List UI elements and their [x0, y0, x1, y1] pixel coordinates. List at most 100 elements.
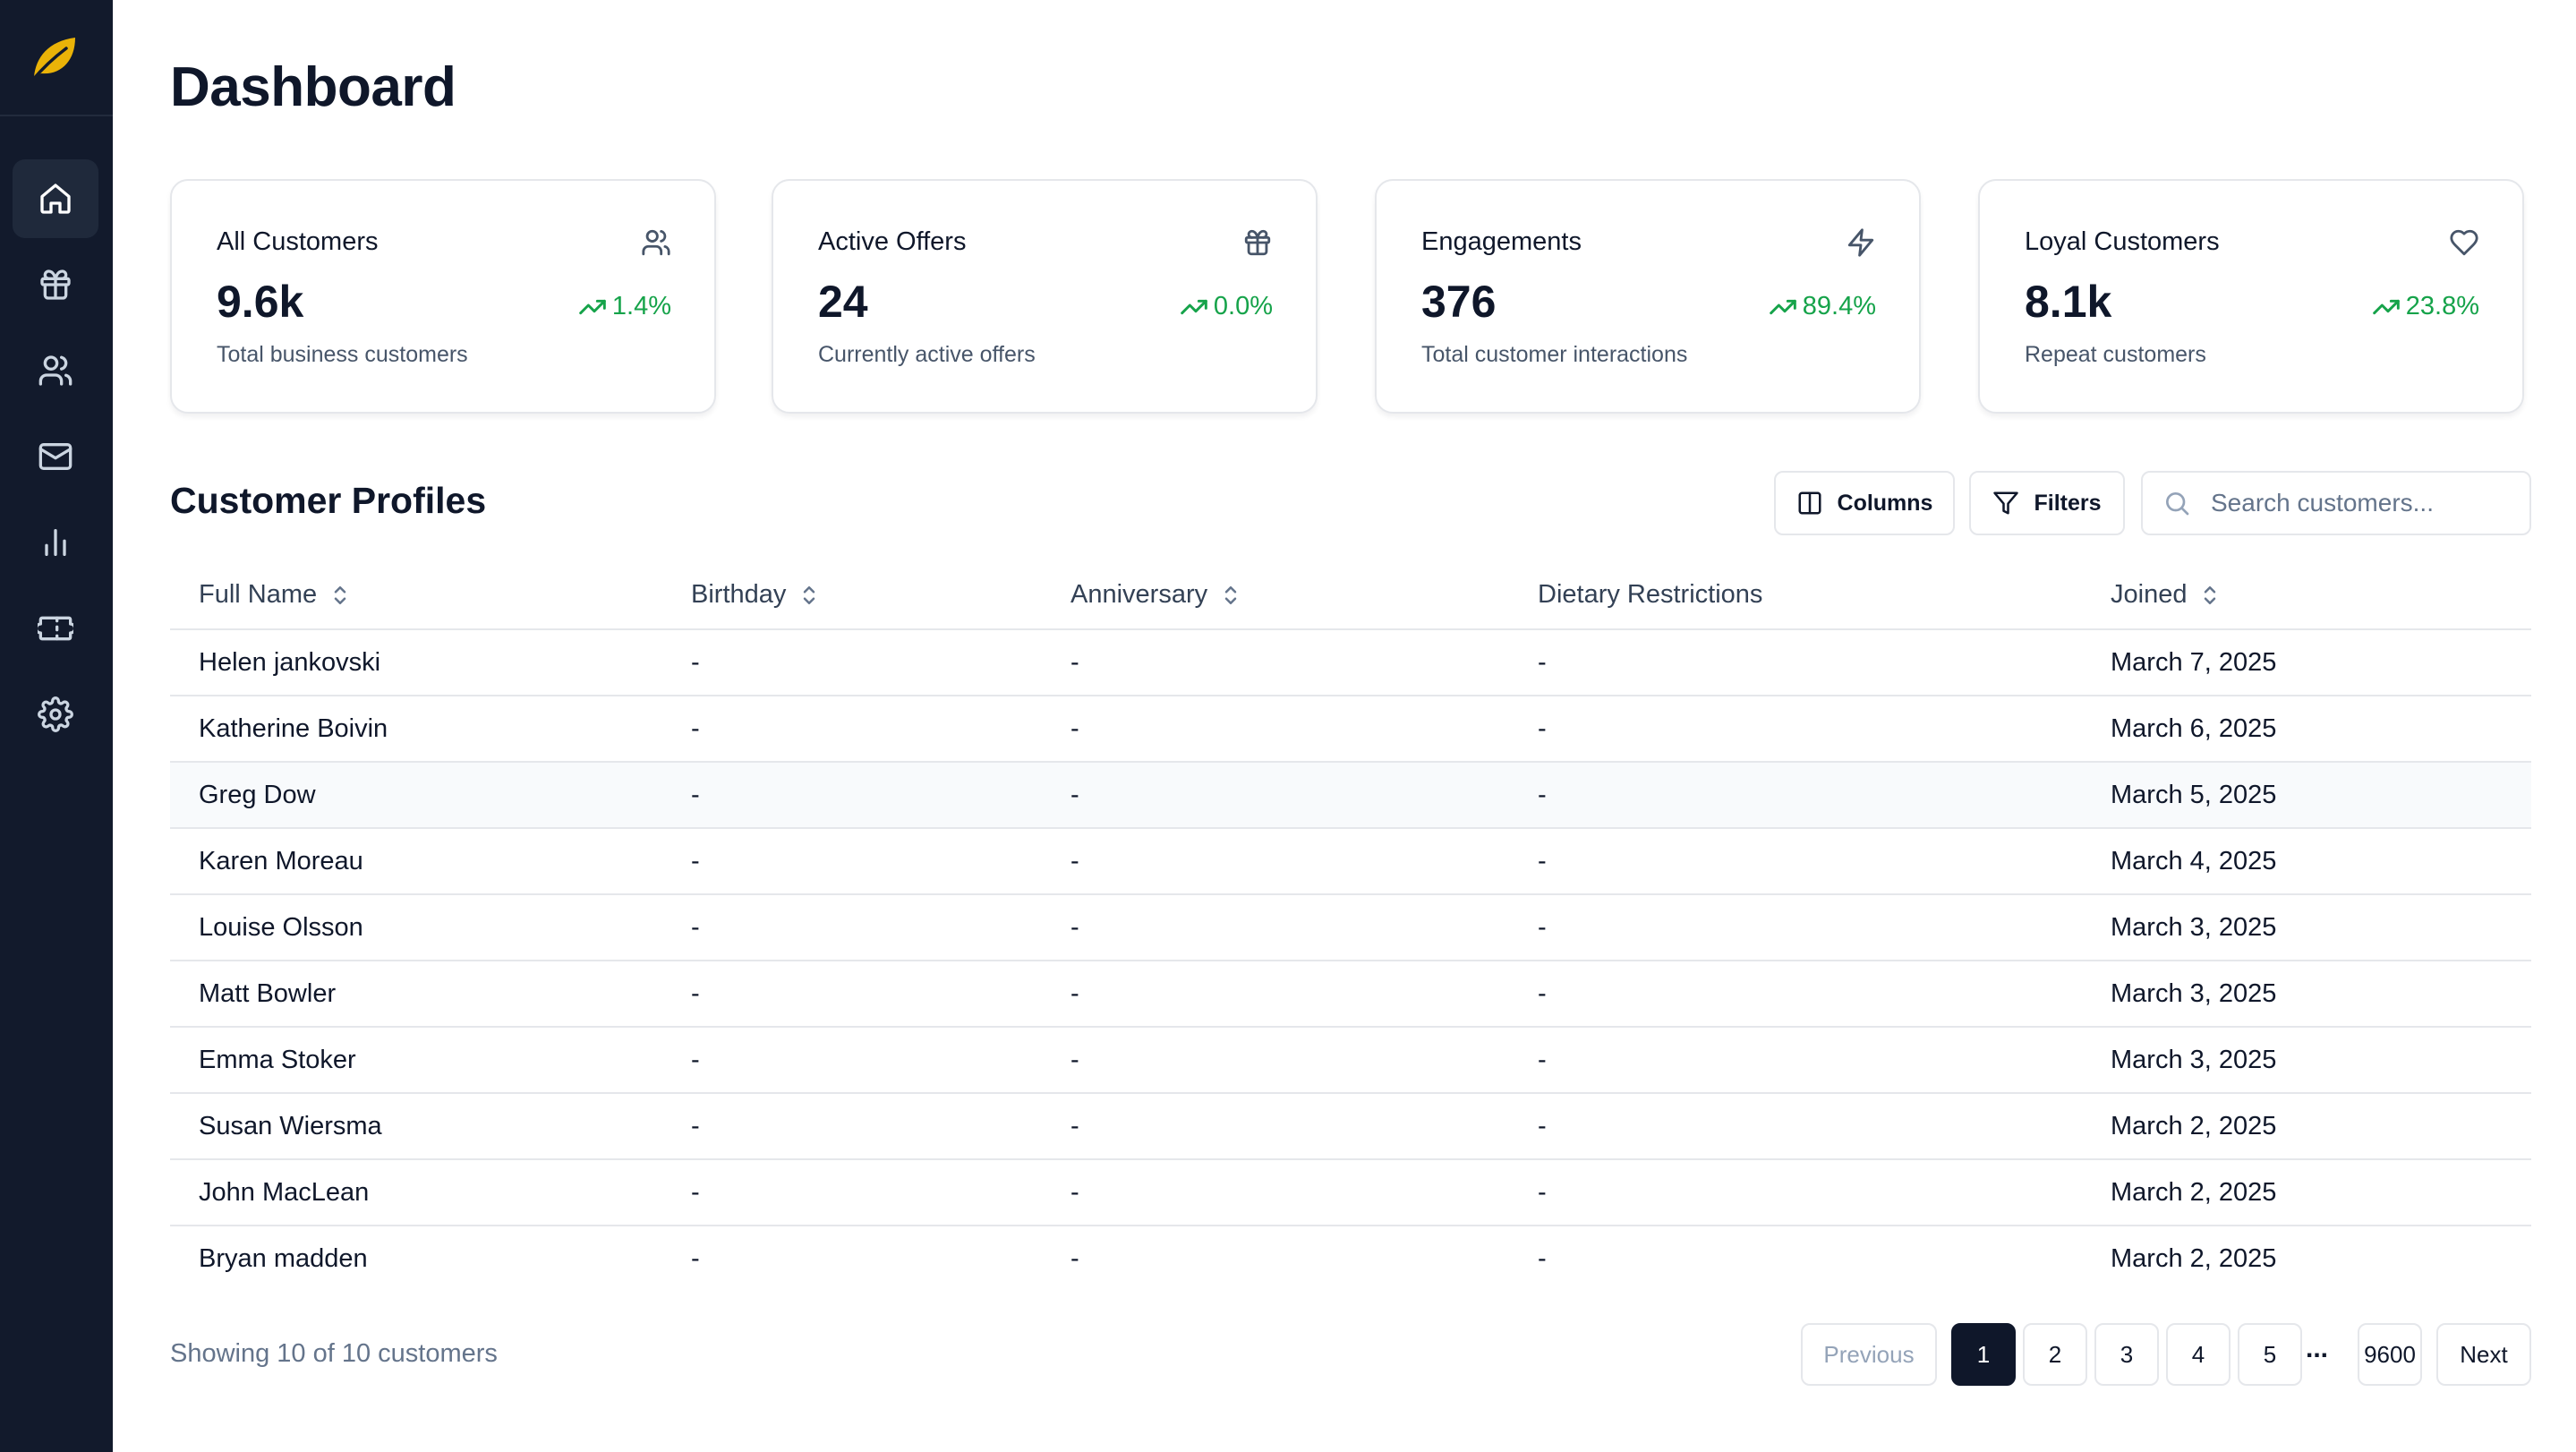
cell-joined: March 3, 2025	[2111, 1046, 2277, 1074]
table-row[interactable]: Greg Dow - - - March 5, 2025	[170, 763, 2531, 829]
column-header-label: Full Name	[199, 580, 318, 609]
cell-birthday: -	[691, 979, 700, 1008]
table-row[interactable]: John MacLean - - - March 2, 2025	[170, 1160, 2531, 1226]
cell-birthday: -	[691, 1046, 700, 1074]
sort-icon	[804, 585, 815, 604]
pagination-page-4[interactable]: 4	[2166, 1323, 2231, 1386]
sidebar-divider	[0, 115, 113, 116]
sidebar-item-tickets[interactable]	[13, 589, 98, 668]
table-row[interactable]: Emma Stoker - - - March 3, 2025	[170, 1028, 2531, 1094]
sidebar-item-analytics[interactable]	[13, 503, 98, 582]
cell-full-name: Katherine Boivin	[199, 714, 388, 743]
sidebar-item-customers[interactable]	[13, 331, 98, 410]
columns-button[interactable]: Columns	[1774, 471, 1955, 535]
cell-anniversary: -	[1070, 648, 1079, 677]
column-header-joined[interactable]: Joined	[2111, 580, 2221, 610]
table-row[interactable]: Louise Olsson - - - March 3, 2025	[170, 895, 2531, 961]
search-icon	[2166, 492, 2189, 516]
stat-card-trend-value: 1.4%	[611, 292, 671, 320]
column-header-label: Birthday	[691, 580, 787, 609]
sidebar	[0, 0, 113, 1452]
cell-full-name: Bryan madden	[199, 1244, 368, 1273]
stat-card-trend-value: 89.4%	[1802, 292, 1876, 320]
trending-up-icon	[579, 299, 606, 314]
results-count: Showing 10 of 10 customers	[170, 1339, 498, 1368]
filters-button[interactable]: Filters	[1969, 471, 2125, 535]
stat-card-trend: 0.0%	[1180, 292, 1273, 321]
gift-icon	[40, 269, 71, 300]
cell-joined: March 7, 2025	[2111, 648, 2277, 677]
stat-card-trend-value: 23.8%	[2405, 292, 2479, 320]
cell-dietary-restrictions: -	[1538, 648, 1547, 677]
stat-card-engagements: Engagements 376 89.4% Total customer int…	[1375, 179, 1921, 414]
cell-joined: March 6, 2025	[2111, 714, 2277, 743]
pagination-previous-button[interactable]: Previous	[1801, 1323, 1937, 1386]
cell-anniversary: -	[1070, 1046, 1079, 1074]
settings-icon	[38, 696, 73, 732]
cell-dietary-restrictions: -	[1538, 847, 1547, 875]
column-header-full-name[interactable]: Full Name	[199, 580, 351, 610]
pagination-page-last[interactable]: 9600	[2358, 1323, 2422, 1386]
ticket-icon	[38, 616, 73, 641]
column-header-anniversary[interactable]: Anniversary	[1070, 580, 1241, 610]
columns-icon	[1798, 491, 1821, 515]
stat-card-value: 376	[1421, 277, 1497, 327]
cell-birthday: -	[691, 781, 700, 809]
table-header: Full Name Birthday Anniversary Dietary R…	[170, 564, 2531, 630]
cell-birthday: -	[691, 847, 700, 875]
column-header-label: Dietary Restrictions	[1538, 580, 1763, 609]
cell-anniversary: -	[1070, 913, 1079, 942]
cell-birthday: -	[691, 1178, 700, 1207]
pagination-next-button[interactable]: Next	[2436, 1323, 2531, 1386]
stat-card-subtitle: Currently active offers	[818, 342, 1036, 367]
cell-birthday: -	[691, 913, 700, 942]
pagination-page-3[interactable]: 3	[2094, 1323, 2159, 1386]
stat-card-trend-value: 0.0%	[1213, 292, 1273, 320]
leaf-logo-icon[interactable]	[27, 30, 81, 84]
pagination-ellipsis: ...	[2306, 1334, 2329, 1363]
cell-joined: March 3, 2025	[2111, 979, 2277, 1008]
search-box	[2141, 471, 2531, 535]
column-header-label: Anniversary	[1070, 580, 1208, 609]
cell-full-name: Karen Moreau	[199, 847, 363, 875]
search-input[interactable]	[2211, 489, 2515, 517]
cell-full-name: Greg Dow	[199, 781, 316, 809]
stat-card-subtitle: Total business customers	[217, 342, 468, 367]
sort-icon	[1224, 585, 1237, 604]
sort-icon	[2205, 585, 2216, 604]
sidebar-item-home[interactable]	[13, 159, 98, 238]
stat-card-trend: 1.4%	[578, 292, 671, 321]
cell-full-name: Louise Olsson	[199, 913, 363, 942]
bar-chart-icon	[45, 529, 66, 556]
stat-card-active-offers: Active Offers 24 0.0% Currently active o…	[772, 179, 1318, 414]
table-row[interactable]: Karen Moreau - - - March 4, 2025	[170, 829, 2531, 895]
sidebar-item-messages[interactable]	[13, 417, 98, 496]
stat-card-title: Engagements	[1421, 227, 1582, 256]
pagination-page-2[interactable]: 2	[2023, 1323, 2087, 1386]
sidebar-item-offers[interactable]	[13, 245, 98, 324]
cell-joined: March 2, 2025	[2111, 1244, 2277, 1273]
sidebar-item-settings[interactable]	[13, 675, 98, 754]
cell-dietary-restrictions: -	[1538, 781, 1547, 809]
cell-dietary-restrictions: -	[1538, 1178, 1547, 1207]
table-row[interactable]: Susan Wiersma - - - March 2, 2025	[170, 1094, 2531, 1160]
stat-card-subtitle: Total customer interactions	[1421, 342, 1688, 367]
cell-full-name: John MacLean	[199, 1178, 370, 1207]
table-row[interactable]: Bryan madden - - - March 2, 2025	[170, 1226, 2531, 1293]
cell-birthday: -	[691, 1244, 700, 1273]
stat-card-subtitle: Repeat customers	[2025, 342, 2206, 367]
stat-card-title: Loyal Customers	[2025, 227, 2220, 256]
cell-dietary-restrictions: -	[1538, 913, 1547, 942]
table-row[interactable]: Matt Bowler - - - March 3, 2025	[170, 961, 2531, 1028]
table-row[interactable]: Helen jankovski - - - March 7, 2025	[170, 630, 2531, 696]
gift-icon	[1242, 227, 1273, 258]
pagination-page-5[interactable]: 5	[2238, 1323, 2302, 1386]
table-row[interactable]: Katherine Boivin - - - March 6, 2025	[170, 696, 2531, 763]
cell-anniversary: -	[1070, 1178, 1079, 1207]
cell-anniversary: -	[1070, 714, 1079, 743]
customer-table: Full Name Birthday Anniversary Dietary R…	[170, 564, 2531, 1293]
users-icon	[38, 355, 73, 386]
column-header-birthday[interactable]: Birthday	[691, 580, 820, 610]
pagination-page-1[interactable]: 1	[1951, 1323, 2016, 1386]
cell-dietary-restrictions: -	[1538, 1112, 1547, 1140]
